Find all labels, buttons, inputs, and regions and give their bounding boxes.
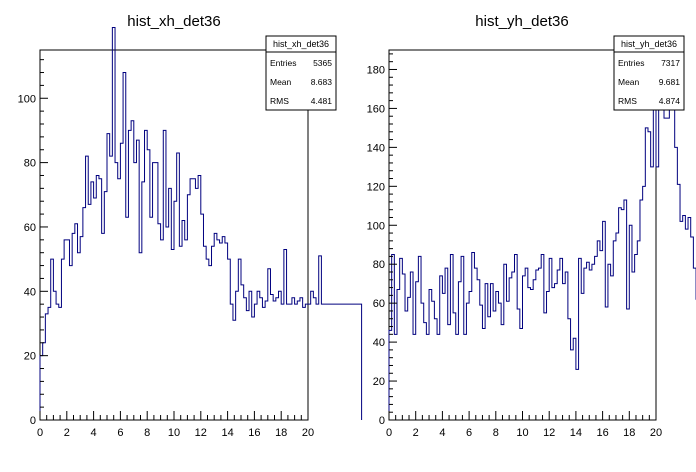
stats-label-rms: RMS	[618, 96, 637, 106]
x-tick-label: 12	[543, 427, 555, 439]
y-tick-label: 180	[367, 64, 385, 76]
x-tick-label: 4	[439, 427, 445, 439]
stats-value-rms: 4.874	[659, 96, 681, 106]
x-tick-label: 8	[144, 427, 150, 439]
stats-value-entries: 5365	[313, 58, 332, 68]
x-tick-label: 14	[221, 427, 233, 439]
chart-title: hist_xh_det36	[127, 13, 220, 30]
y-tick-label: 0	[30, 415, 36, 427]
y-tick-label: 20	[373, 376, 385, 388]
x-tick-label: 12	[195, 427, 207, 439]
y-tick-label: 60	[373, 298, 385, 310]
pad-hist-xh: hist_xh_det36 0 2 4 6 8 10 12 14 16 18 20 0 20 40 60 80…	[18, 13, 363, 439]
stats-header: hist_xh_det36	[273, 39, 329, 49]
stats-header: hist_yh_det36	[621, 39, 677, 49]
x-tick-label: 10	[168, 427, 180, 439]
x-tick-label: 6	[466, 427, 472, 439]
stats-value-rms: 4.481	[311, 96, 333, 106]
axes: 0 2 4 6 8 10 12 14 16 18 20 0 20 40 60 80 100	[18, 59, 314, 439]
x-tick-label: 14	[570, 427, 582, 439]
x-tick-label: 16	[596, 427, 608, 439]
stats-label-entries: Entries	[618, 58, 644, 68]
y-tick-label: 160	[367, 103, 385, 115]
stats-box-frame	[613, 35, 685, 111]
x-tick-label: 4	[91, 427, 97, 439]
stats-label-rms: RMS	[270, 96, 289, 106]
x-tick-label: 8	[493, 427, 499, 439]
x-tick-label: 2	[64, 427, 70, 439]
x-tick-label: 0	[37, 427, 43, 439]
x-tick-label: 18	[275, 427, 287, 439]
y-tick-label: 120	[367, 181, 385, 193]
y-tick-label: 20	[24, 351, 36, 363]
stats-value-entries: 7317	[661, 58, 680, 68]
chart-title: hist_yh_det36	[475, 13, 568, 30]
axes: 0 2 4 6 8 10 12 14 16 18 20 0 20 40 60 80 100 120 140 160 18…	[367, 53, 662, 439]
y-tick-label: 100	[367, 220, 385, 232]
y-tick-label: 40	[24, 286, 36, 298]
stats-value-mean: 9.681	[659, 77, 681, 87]
y-tick-label: 0	[379, 415, 385, 427]
x-tick-label: 0	[386, 427, 392, 439]
histogram-bins	[39, 26, 363, 420]
histogram-outline	[39, 26, 363, 420]
x-tick-label: 20	[302, 427, 314, 439]
stats-box[interactable]: hist_xh_det36 Entries 5365 Mean 8.683 RM…	[265, 35, 337, 111]
y-tick-label: 100	[18, 93, 36, 105]
x-tick-label: 6	[117, 427, 123, 439]
stats-label-mean: Mean	[270, 77, 292, 87]
stats-label-entries: Entries	[270, 58, 296, 68]
stats-label-mean: Mean	[618, 77, 640, 87]
x-tick-label: 18	[623, 427, 635, 439]
pad-hist-yh: hist_yh_det36 0 2 4 6 8 10 12 14 16 18 20 0 20 40 60 80…	[367, 13, 696, 439]
x-tick-label: 10	[516, 427, 528, 439]
y-tick-label: 140	[367, 142, 385, 154]
stats-box[interactable]: hist_yh_det36 Entries 7317 Mean 9.681 RM…	[613, 35, 685, 111]
y-tick-label: 80	[373, 259, 385, 271]
stats-box-frame	[265, 35, 337, 111]
y-tick-label: 60	[24, 222, 36, 234]
y-tick-label: 80	[24, 158, 36, 170]
x-tick-label: 2	[413, 427, 419, 439]
x-tick-label: 20	[650, 427, 662, 439]
x-tick-label: 16	[248, 427, 260, 439]
y-tick-label: 40	[373, 337, 385, 349]
stats-value-mean: 8.683	[311, 77, 333, 87]
